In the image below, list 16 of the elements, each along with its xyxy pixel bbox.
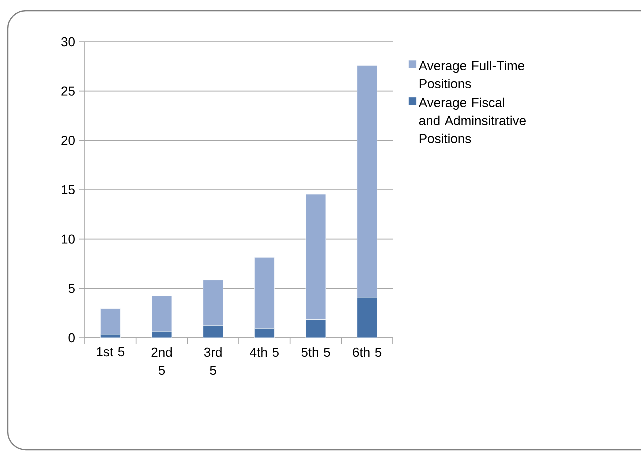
y-tick-label: 0 [68,333,75,343]
legend-label: Average Full-Time Positions [418,60,525,89]
x-tick-label: 5th 5 [302,348,330,358]
y-tick-label: 5 [68,284,75,294]
x-tick-label: 1st 5 [97,348,125,357]
y-tick-label: 15 [62,185,75,195]
x-tick-label: 4th 5 [250,348,279,358]
bar [100,308,121,335]
y-tick-label: 25 [62,86,75,96]
y-tick-label: 30 [62,37,75,47]
x-tick-label: 3rd 5 [204,348,222,376]
legend-label: Average Fiscal and Adminsitrative Positions [418,98,526,144]
y-tick-label: 20 [62,136,75,146]
x-tick-label: 6th 5 [353,348,382,358]
y-tick-label: 10 [62,234,75,244]
x-tick-label: 2nd 5 [152,348,172,376]
